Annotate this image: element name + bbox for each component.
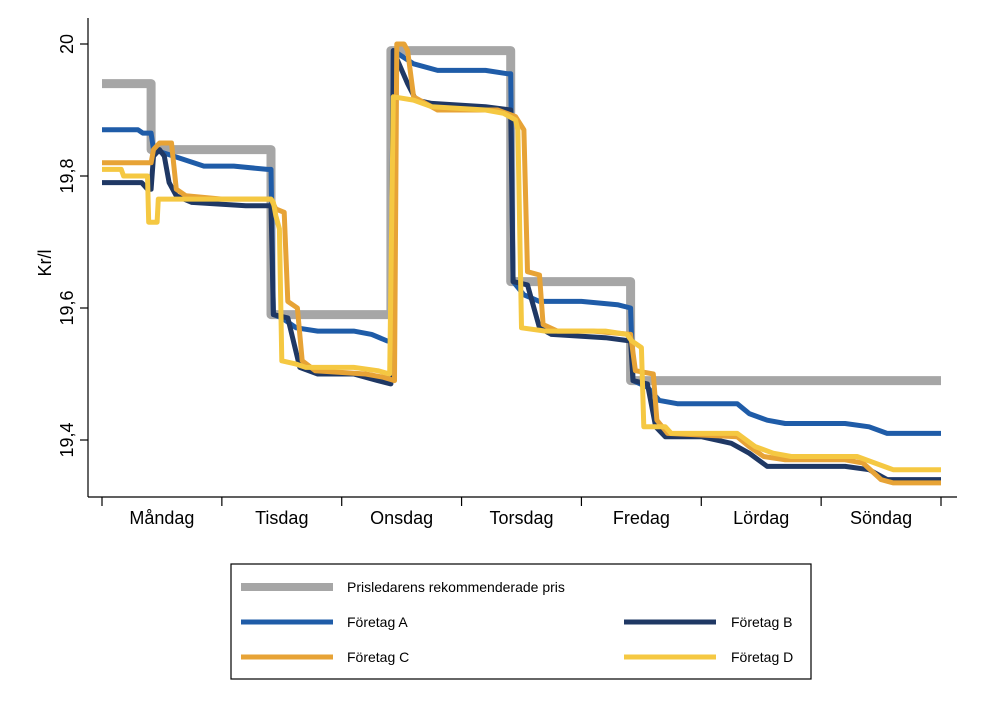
legend-label-foretag-c: Företag C	[347, 649, 409, 665]
y-tick-label: 19,4	[57, 422, 77, 457]
x-tick-label-1: Måndag	[129, 508, 194, 528]
x-tick-label-2: Tisdag	[255, 508, 308, 528]
x-tick-label-5: Fredag	[613, 508, 670, 528]
y-tick-label: 20	[57, 34, 77, 54]
series-line-2	[102, 48, 941, 436]
legend: Prisledarens rekommenderade pris Företag…	[230, 563, 812, 680]
x-tick-label-6: Lördag	[733, 508, 789, 528]
legend-label-foretag-d: Företag D	[731, 649, 793, 665]
series-line-5	[102, 94, 941, 473]
legend-label-foretag-a: Företag A	[347, 614, 408, 630]
x-tick-label-7: Söndag	[850, 508, 912, 528]
y-axis-label: Kr/l	[35, 250, 55, 277]
x-tick-label-3: Onsdag	[370, 508, 433, 528]
series-layer	[102, 41, 941, 486]
x-tick-label-4: Torsdag	[489, 508, 553, 528]
y-tick-label: 19,6	[57, 290, 77, 325]
y-tick-label: 19,8	[57, 158, 77, 193]
x-ticks: Måndag Tisdag Onsdag Torsdag Fredag Lördag Sön…	[101, 497, 942, 528]
y-ticks: 19,4 19,6 19,8 20	[57, 34, 88, 458]
legend-label-prisledare: Prisledarens rekommenderade pris	[347, 579, 565, 595]
legend-label-foretag-b: Företag B	[731, 614, 792, 630]
